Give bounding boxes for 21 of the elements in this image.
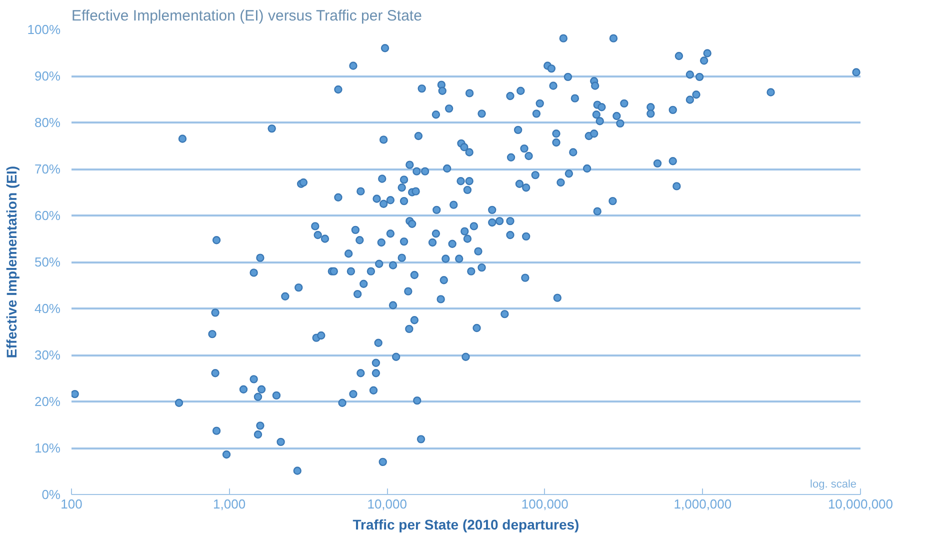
x-tick-label: 1,000,000 — [674, 496, 732, 512]
y-tick-label: 0% — [42, 487, 61, 502]
y-tick-label: 60% — [34, 208, 61, 223]
chart-title: Effective Implementation (EI) versus Traffic per State — [72, 8, 422, 24]
y-tick-label: 20% — [34, 394, 61, 409]
x-tick-label: 100 — [60, 496, 82, 512]
y-tick-label: 10% — [34, 440, 61, 456]
y-axis-title: Effective Implementation (EI) — [3, 166, 20, 358]
x-tick-label: 10,000,000 — [828, 496, 894, 512]
x-tick-label: 10,000 — [367, 496, 407, 512]
y-tick-label: 100% — [27, 22, 61, 37]
x-tick-label: 1,000 — [213, 496, 246, 512]
x-axis-title: Traffic per State (2010 departures) — [352, 516, 580, 532]
y-tick-label: 40% — [34, 301, 61, 316]
y-tick-label: 80% — [34, 115, 61, 130]
y-tick-label: 90% — [34, 68, 61, 84]
x-tick-label: 100,000 — [521, 496, 568, 512]
annotation: log. scale — [810, 478, 857, 490]
y-tick-label: 50% — [34, 254, 61, 270]
y-tick-label: 30% — [34, 348, 61, 362]
y-tick-label: 70% — [34, 162, 61, 176]
